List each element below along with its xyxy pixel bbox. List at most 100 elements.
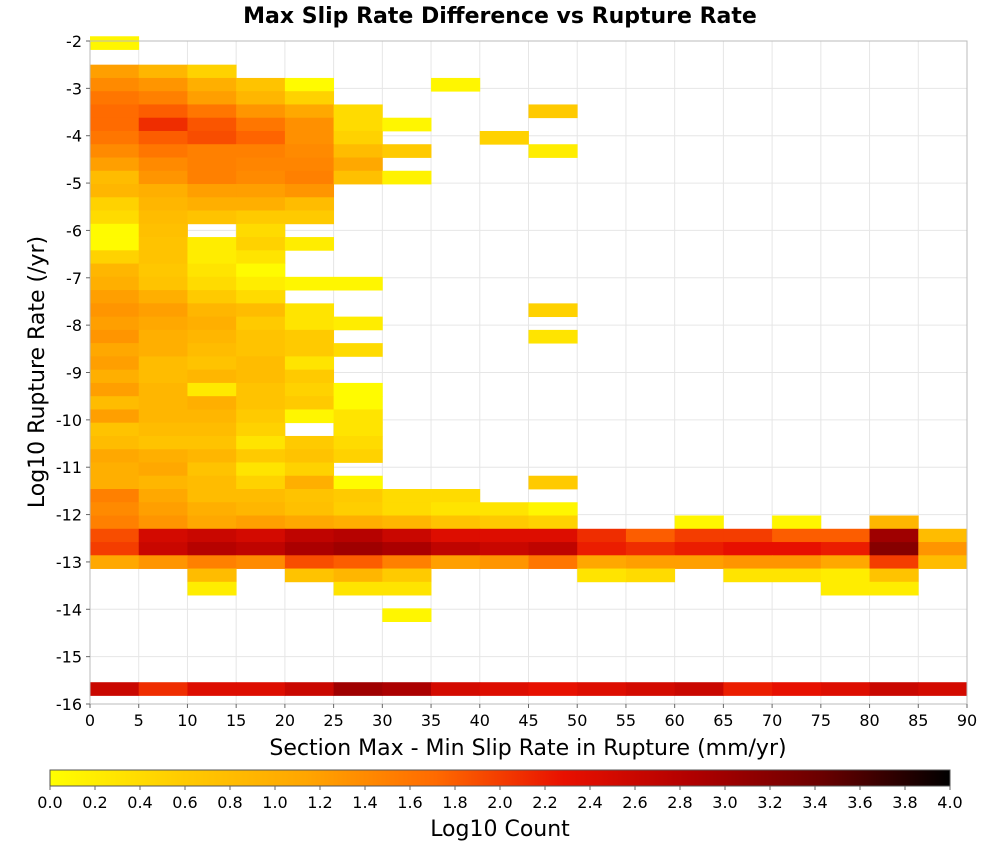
heatmap-cell bbox=[90, 502, 140, 516]
y-tick-label: -10 bbox=[56, 411, 82, 430]
heatmap-cell bbox=[382, 682, 432, 696]
heatmap-cell bbox=[236, 104, 286, 119]
heatmap-cell bbox=[187, 515, 237, 530]
heatmap-cell bbox=[236, 475, 286, 490]
heatmap-cell bbox=[187, 356, 237, 371]
heatmap-cell bbox=[138, 250, 188, 264]
heatmap-cell bbox=[431, 488, 481, 503]
heatmap-cell bbox=[90, 435, 140, 450]
heatmap-cell bbox=[284, 356, 335, 371]
heatmap-cell bbox=[187, 276, 237, 291]
heatmap-cell bbox=[284, 77, 335, 92]
x-tick-label: 45 bbox=[518, 711, 538, 730]
heatmap-cell bbox=[138, 449, 188, 463]
heatmap-cell bbox=[187, 682, 237, 696]
colorbar-tick-label: 0.2 bbox=[82, 793, 107, 812]
y-axis-ticks: -2 -3 -4 -5 -6 -7 -8 -9 -10 -11 -12 -13 -14 -15 -16 bbox=[56, 32, 90, 714]
heatmap-cell bbox=[528, 682, 578, 696]
y-tick-label: -16 bbox=[56, 695, 82, 714]
y-tick-label: -14 bbox=[56, 600, 82, 619]
heatmap-cell bbox=[333, 130, 383, 145]
heatmap-cell bbox=[382, 542, 432, 556]
colorbar-tick-label: 2.2 bbox=[532, 793, 557, 812]
heatmap-cell bbox=[187, 77, 237, 92]
heatmap-cell bbox=[90, 449, 140, 463]
x-tick-label: 50 bbox=[567, 711, 587, 730]
heatmap-cell bbox=[90, 170, 140, 185]
colorbar-tick-label: 4.0 bbox=[937, 793, 962, 812]
heatmap-cell bbox=[236, 502, 286, 516]
heatmap-cell bbox=[138, 369, 188, 384]
heatmap-cell bbox=[138, 502, 188, 516]
heatmap-cell bbox=[236, 117, 286, 132]
colorbar-tick-label: 0.6 bbox=[172, 793, 197, 812]
heatmap-cell bbox=[382, 502, 432, 516]
heatmap-cell bbox=[284, 475, 335, 490]
colorbar-tick-label: 1.4 bbox=[352, 793, 377, 812]
heatmap-cell bbox=[236, 449, 286, 463]
colorbar-label: Log10 Count bbox=[430, 817, 570, 842]
heatmap-cell bbox=[284, 409, 335, 424]
heatmap-cell bbox=[187, 117, 237, 132]
heatmap-cell bbox=[577, 682, 627, 696]
heatmap-cell bbox=[90, 276, 140, 291]
heatmap-cell bbox=[284, 396, 335, 410]
heatmap-cell bbox=[333, 542, 383, 556]
heatmap-cell bbox=[138, 197, 188, 211]
heatmap-cell bbox=[333, 316, 383, 331]
x-axis-label: Section Max - Min Slip Rate in Rupture (… bbox=[269, 736, 786, 761]
heatmap-cell bbox=[90, 515, 140, 530]
heatmap-cell bbox=[284, 303, 335, 318]
colorbar-tick-label: 2.8 bbox=[667, 793, 692, 812]
heatmap-cell bbox=[138, 170, 188, 185]
y-tick-label: -7 bbox=[66, 269, 82, 288]
heatmap-cell bbox=[90, 197, 140, 211]
heatmap-cell bbox=[187, 197, 237, 211]
heatmap-cell bbox=[138, 329, 188, 344]
heatmap-cell bbox=[918, 682, 968, 696]
heatmap-cell bbox=[382, 117, 432, 132]
heatmap-cell bbox=[236, 223, 286, 238]
heatmap-cell bbox=[90, 237, 140, 251]
heatmap-cell bbox=[382, 170, 432, 185]
heatmap-cell bbox=[284, 528, 335, 543]
heatmap-cell bbox=[138, 382, 188, 397]
heatmap-cell bbox=[187, 449, 237, 463]
heatmap-cell bbox=[138, 488, 188, 503]
heatmap-cell bbox=[284, 462, 335, 477]
heatmap-cell bbox=[284, 104, 335, 119]
heatmap-cell bbox=[187, 64, 237, 79]
heatmap-cell bbox=[479, 542, 529, 556]
heatmap-cell bbox=[236, 303, 286, 318]
heatmap-cell bbox=[236, 197, 286, 211]
x-tick-label: 80 bbox=[859, 711, 879, 730]
heatmap-cell bbox=[528, 528, 578, 543]
heatmap-cell bbox=[284, 488, 335, 503]
heatmap-cell bbox=[236, 77, 286, 92]
heatmap-cell bbox=[187, 542, 237, 556]
heatmap-cell bbox=[138, 237, 188, 251]
heatmap-cell bbox=[187, 184, 237, 198]
heatmap-cell bbox=[187, 396, 237, 410]
heatmap-cell bbox=[333, 104, 383, 119]
x-tick-label: 70 bbox=[762, 711, 782, 730]
heatmap-cell bbox=[284, 237, 335, 251]
colorbar-ticks: 0.0 0.2 0.4 0.6 0.8 1.0 1.2 1.4 1.6 1.8 2.0 2.2 2.4 2… bbox=[37, 786, 963, 812]
heatmap-cell bbox=[90, 462, 140, 477]
colorbar-tick-label: 3.4 bbox=[802, 793, 827, 812]
heatmap-cell bbox=[284, 369, 335, 384]
heatmap-cell bbox=[284, 502, 335, 516]
heatmap-cell bbox=[674, 515, 724, 530]
heatmap-cell bbox=[333, 515, 383, 530]
heatmap-cell bbox=[284, 343, 335, 357]
heatmap-cell bbox=[187, 329, 237, 344]
heatmap-cell bbox=[90, 542, 140, 556]
heatmap-cell bbox=[333, 422, 383, 437]
heatmap-cell bbox=[138, 542, 188, 556]
heatmap-cell bbox=[284, 130, 335, 145]
heatmap-cell bbox=[90, 290, 140, 304]
heatmap-cell bbox=[528, 515, 578, 530]
heatmap-cell bbox=[187, 290, 237, 304]
heatmap-cell bbox=[284, 157, 335, 172]
heatmap-cell bbox=[90, 382, 140, 397]
